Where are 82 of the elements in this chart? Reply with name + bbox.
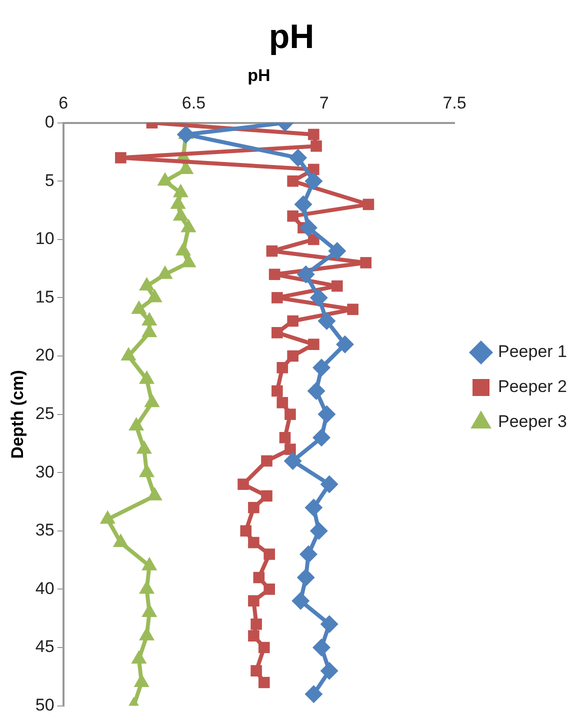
x-axis-title: pH	[248, 66, 270, 85]
point	[310, 522, 328, 540]
point	[310, 140, 322, 152]
point	[320, 475, 338, 494]
point	[308, 128, 320, 140]
point	[264, 584, 275, 595]
point	[284, 408, 296, 420]
point	[304, 498, 323, 517]
point	[287, 350, 298, 362]
point	[284, 444, 296, 455]
point	[253, 572, 265, 584]
point	[287, 210, 298, 222]
y-tick-label: 40	[35, 578, 54, 598]
x-tick-label: 7	[319, 93, 329, 112]
point	[347, 304, 358, 316]
point	[310, 288, 328, 307]
point	[272, 385, 283, 397]
point	[318, 405, 336, 424]
point	[320, 662, 338, 680]
point	[299, 218, 318, 237]
point	[266, 245, 278, 257]
point	[238, 478, 249, 490]
legend-label: Peeper 3	[498, 412, 568, 432]
y-tick-label: 50	[35, 695, 54, 714]
y-tick-label: 5	[44, 170, 54, 190]
point	[328, 242, 346, 260]
point	[289, 148, 308, 167]
point	[296, 265, 315, 284]
point	[268, 268, 280, 280]
y-tick-label: 20	[35, 346, 54, 365]
point	[312, 358, 330, 377]
point	[276, 396, 288, 408]
point	[250, 665, 262, 676]
x-tick-label: 7.5	[442, 93, 466, 112]
point	[299, 545, 318, 564]
point	[312, 428, 330, 447]
point	[336, 335, 354, 354]
y-tick-label: 30	[35, 462, 54, 482]
legend-label: Peeper 2	[498, 377, 568, 396]
point	[296, 568, 315, 587]
point	[284, 452, 302, 470]
legend-label: Peeper 1	[498, 342, 568, 362]
point	[261, 490, 272, 502]
chart-title: pH	[268, 18, 316, 58]
x-tick-label: 6	[58, 93, 68, 112]
point	[248, 630, 260, 642]
point	[261, 455, 272, 467]
point	[240, 525, 252, 537]
point	[292, 592, 310, 610]
point	[307, 382, 326, 400]
point	[320, 615, 338, 634]
point	[248, 502, 260, 514]
y-tick-label: 45	[35, 637, 54, 656]
point	[331, 280, 343, 292]
point	[308, 338, 320, 350]
point	[304, 172, 323, 190]
point	[360, 257, 372, 268]
point	[362, 198, 374, 210]
point	[258, 676, 270, 688]
point	[115, 152, 126, 164]
y-tick-label: 0	[44, 112, 54, 132]
point	[248, 536, 260, 548]
point	[312, 638, 330, 656]
point	[318, 312, 336, 330]
point	[287, 175, 298, 187]
point	[287, 315, 298, 327]
point	[272, 327, 283, 338]
point	[279, 432, 291, 444]
y-tick-label: 25	[35, 404, 54, 423]
y-axis-title: Depth (cm)	[8, 370, 27, 459]
point	[258, 642, 270, 654]
point	[248, 595, 260, 607]
point	[276, 362, 288, 374]
y-tick-label: 35	[35, 520, 54, 540]
point	[250, 618, 262, 630]
x-tick-label: 6.5	[182, 93, 206, 112]
point	[294, 195, 312, 214]
point	[304, 685, 323, 704]
point	[272, 292, 283, 304]
point	[264, 548, 275, 560]
y-tick-label: 10	[35, 229, 54, 248]
y-tick-label: 15	[35, 287, 54, 306]
